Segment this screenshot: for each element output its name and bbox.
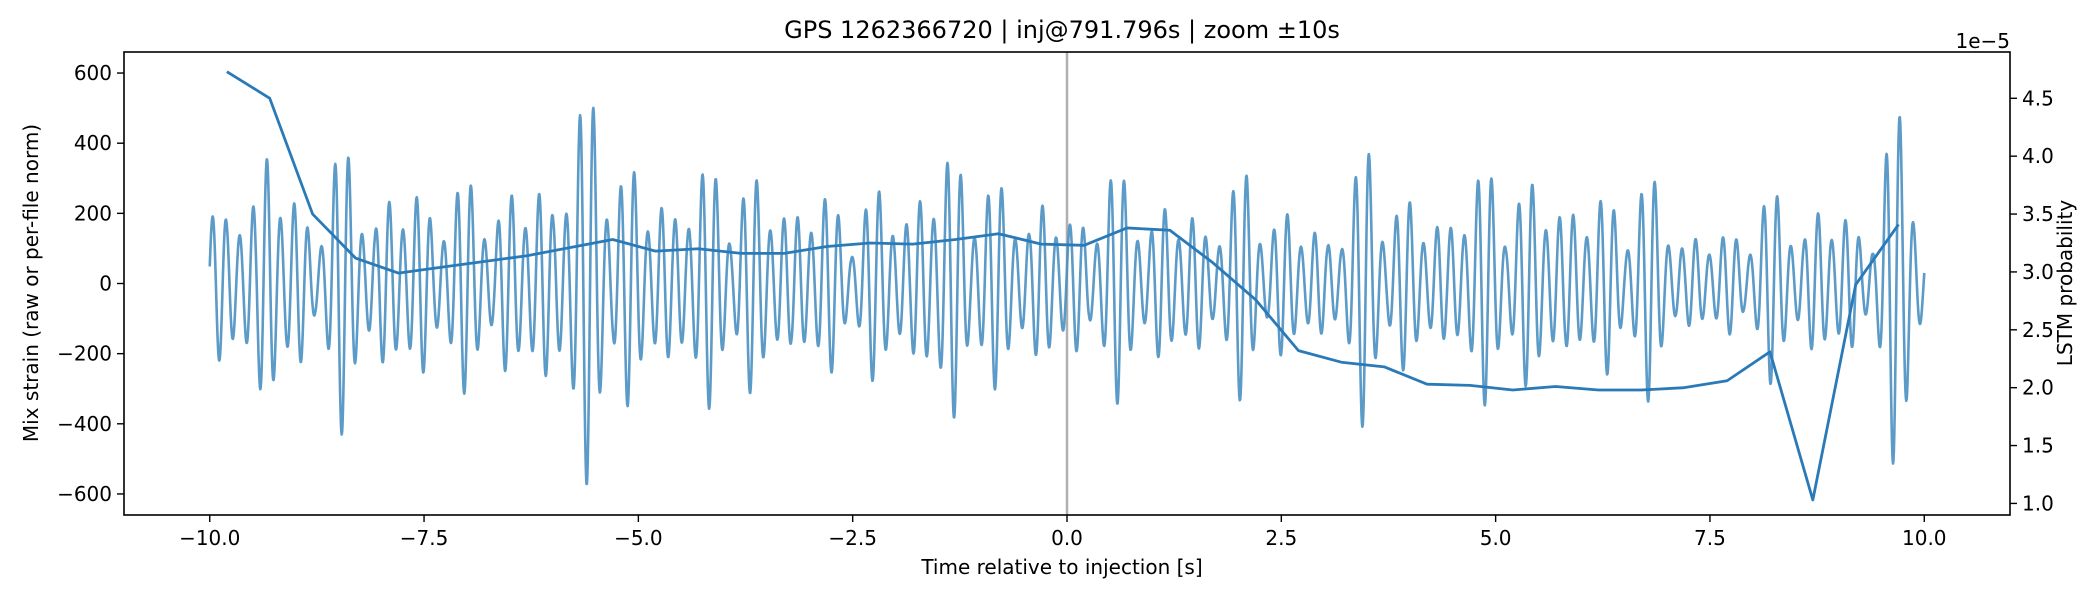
x-tick-label: −5.0 — [614, 526, 663, 550]
series-lstm-probability-line — [226, 70, 1900, 502]
series-group — [208, 70, 1926, 502]
y-right-tick-label: 1.5 — [2022, 434, 2054, 458]
y-right-tick-label: 4.0 — [2022, 144, 2054, 168]
right-axis-offset-text: 1e−5 — [1955, 29, 2010, 53]
y-right-tick-label: 2.5 — [2022, 318, 2054, 342]
y-left-tick-label: −600 — [57, 482, 112, 506]
y-right-tick-label: 4.5 — [2022, 86, 2054, 110]
y-right-tick-label: 3.0 — [2022, 260, 2054, 284]
y-left-tick-label: 400 — [74, 131, 112, 155]
y-right-tick-label: 2.0 — [2022, 376, 2054, 400]
x-tick-label: 5.0 — [1480, 526, 1512, 550]
y-left-tick-label: 0 — [99, 272, 112, 296]
x-tick-label: −2.5 — [828, 526, 877, 550]
ticks-group: −10.0 −7.5 −5.0 −2.5 0.0 2.5 5.0 7.5 10.0 −600 −40… — [57, 61, 2054, 550]
chart-title: GPS 1262366720 | inj@791.796s | zoom ±10… — [784, 16, 1340, 44]
y-left-tick-label: 600 — [74, 61, 112, 85]
x-tick-label: 0.0 — [1051, 526, 1083, 550]
y-left-tick-label: −400 — [57, 412, 112, 436]
x-tick-label: 7.5 — [1694, 526, 1726, 550]
y-left-tick-label: −200 — [57, 342, 112, 366]
x-tick-label: −7.5 — [400, 526, 449, 550]
y-right-tick-label: 1.0 — [2022, 491, 2054, 515]
x-axis-label: Time relative to injection [s] — [920, 555, 1202, 579]
series-strain-line — [208, 106, 1926, 486]
x-tick-label: 2.5 — [1265, 526, 1297, 550]
y-right-tick-label: 3.5 — [2022, 202, 2054, 226]
y-axis-label-left: Mix strain (raw or per-file norm) — [19, 124, 43, 442]
x-tick-label: −10.0 — [179, 526, 240, 550]
y-axis-label-right: LSTM probability — [2053, 200, 2077, 367]
y-left-tick-label: 200 — [74, 201, 112, 225]
x-tick-label: 10.0 — [1902, 526, 1947, 550]
